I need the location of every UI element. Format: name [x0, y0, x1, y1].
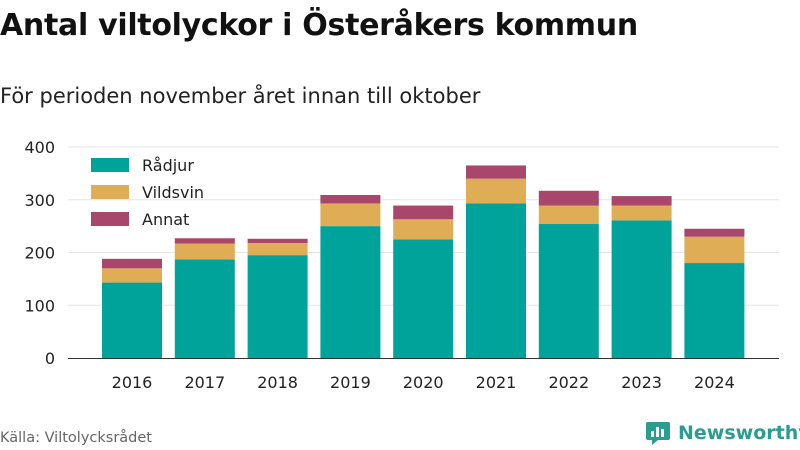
bar-rådjur-2021 [466, 203, 526, 358]
bar-rådjur-2019 [320, 226, 381, 358]
bar-vildsvin-2018 [247, 243, 308, 256]
chart-subtitle: För perioden november året innan till ok… [0, 84, 481, 108]
legend-swatch-vildsvin [91, 185, 129, 199]
y-tick-label: 0 [45, 349, 55, 368]
bar-rådjur-2018 [247, 255, 308, 358]
x-tick-label: 2018 [257, 373, 298, 392]
newsworthy-logo-icon [646, 422, 670, 445]
bar-rådjur-2023 [611, 220, 672, 358]
chart-title: Antal viltolyckor i Österåkers kommun [0, 8, 638, 43]
x-tick-label: 2021 [476, 373, 517, 392]
bar-vildsvin-2016 [102, 268, 162, 283]
bar-rådjur-2017 [174, 259, 235, 358]
legend-label: Annat [142, 210, 189, 229]
bar-vildsvin-2017 [174, 243, 235, 260]
bar-annat-2023 [611, 196, 672, 206]
legend: Rådjur Vildsvin Annat [91, 156, 204, 229]
legend-label: Rådjur [142, 156, 194, 175]
x-tick-label: 2024 [694, 373, 735, 392]
bar-rådjur-2022 [538, 224, 599, 358]
y-axis: 0 100 200 300 400 [24, 138, 779, 368]
y-tick-label: 100 [24, 296, 55, 315]
bar-annat-2017 [174, 238, 235, 244]
x-axis: 2016 2017 2018 2019 2020 2021 2022 2023 2024 [112, 373, 735, 392]
x-tick-label: 2020 [403, 373, 444, 392]
bar-rådjur-2020 [393, 239, 454, 358]
bar-annat-2024 [684, 228, 745, 237]
bar-annat-2018 [247, 238, 308, 244]
source-note: Källa: Viltolycksrådet [0, 430, 152, 446]
bar-annat-2016 [102, 258, 162, 269]
x-tick-label: 2016 [112, 373, 153, 392]
bar-vildsvin-2024 [684, 236, 745, 264]
x-tick-label: 2017 [184, 373, 225, 392]
y-tick-label: 200 [24, 244, 55, 263]
bars [102, 165, 745, 358]
y-tick-label: 300 [24, 191, 55, 210]
bar-vildsvin-2023 [611, 205, 672, 221]
brand-name: Newsworthy [678, 422, 800, 444]
bar-annat-2020 [393, 205, 454, 220]
legend-swatch-annat [91, 212, 129, 226]
y-tick-label: 400 [24, 138, 55, 157]
x-tick-label: 2023 [621, 373, 662, 392]
bar-rådjur-2016 [102, 282, 162, 358]
bar-vildsvin-2022 [538, 205, 599, 225]
bar-vildsvin-2020 [393, 219, 454, 240]
bar-rådjur-2024 [684, 263, 745, 358]
x-tick-label: 2019 [330, 373, 371, 392]
legend-swatch-rådjur [91, 158, 129, 172]
bar-vildsvin-2019 [320, 203, 381, 227]
x-tick-label: 2022 [548, 373, 589, 392]
brand-logo[interactable]: Newsworthy [645, 420, 800, 446]
bar-annat-2022 [538, 190, 599, 206]
bar-annat-2021 [466, 165, 526, 179]
bar-annat-2019 [320, 195, 381, 204]
bar-vildsvin-2021 [466, 178, 526, 204]
legend-label: Vildsvin [142, 183, 204, 202]
